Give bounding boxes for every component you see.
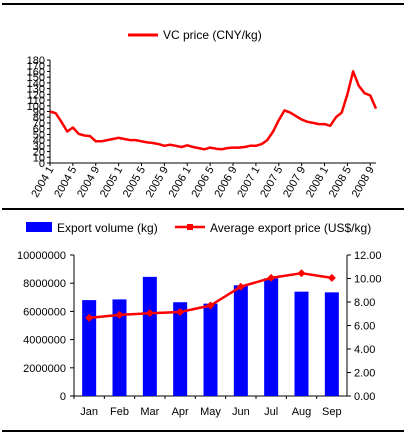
avg-price-point-jan [85,313,94,322]
y-tick-label: 80 [33,112,45,124]
right-y-tick-label: 2.00 [354,368,375,380]
left-y-tick-label: 10000000 [17,250,66,262]
legend-swatch-export-volume [26,222,52,232]
avg-price-point-may [206,301,215,310]
right-y-tick-label: 4.00 [354,344,375,356]
y-tick-label: 180 [27,55,45,67]
y-tick-label: 120 [27,89,45,101]
export-volume-bar-jan [82,300,97,396]
left-y-tick-label: 4000000 [23,335,66,347]
legend-marker-avg-price [187,224,193,230]
right-y-tick-label: 12.00 [354,250,382,262]
left-y-tick-label: 8000000 [23,278,66,290]
left-y-tick-label: 0 [60,391,66,403]
y-tick-label: 60 [33,124,45,136]
y-tick-label: 90 [33,107,45,119]
export-volume-bar-jun [233,285,248,396]
y-tick-label: 50 [33,129,45,141]
legend-label-vc-price: VC price (CNY/kg) [163,28,262,42]
export-volume-bar-mar [142,276,157,396]
middle-rule [2,208,404,210]
x-category-label: May [200,406,221,418]
vc-price-series-line [49,70,378,151]
x-category-label: Apr [172,406,189,418]
avg-price-point-mar [145,309,154,318]
x-category-label: Jun [232,406,250,418]
legend-label-export-volume: Export volume (kg) [57,221,158,235]
y-tick-label: 160 [27,66,45,78]
y-tick-label: 110 [27,95,45,107]
right-y-tick-label: 10.00 [354,274,382,286]
top-rule [2,3,404,5]
y-tick-label: 150 [27,72,45,84]
left-y-tick-label: 6000000 [23,306,66,318]
export-volume-bar-apr [173,302,188,396]
vc-price-line-chart: VC price (CNY/kg)01020304050607080901001… [27,28,378,200]
avg-price-point-apr [176,307,185,316]
avg-price-point-aug [297,269,306,278]
y-tick-label: 70 [33,118,45,130]
y-tick-label: 30 [33,141,45,153]
right-y-tick-label: 8.00 [354,297,375,309]
legend-label-avg-price: Average export price (US$/kg) [210,221,371,235]
y-tick-label: 100 [27,101,45,113]
x-category-label: Sep [322,406,342,418]
x-category-label: Jul [264,406,278,418]
y-tick-label: 130 [27,84,45,96]
export-volume-bar-may [203,303,218,396]
y-tick-label: 170 [27,61,45,73]
right-y-tick-label: 0.00 [354,391,375,403]
y-tick-label: 20 [33,147,45,159]
y-tick-label: 140 [27,78,45,90]
y-tick-label: 0 [39,158,45,170]
bottom-rule [2,430,404,432]
right-y-tick-label: 6.00 [354,321,375,333]
avg-price-point-jun [236,282,245,291]
avg-price-point-jul [267,273,276,282]
x-category-label: Feb [110,406,129,418]
avg-price-point-sep [327,273,336,282]
left-y-tick-label: 2000000 [23,363,66,375]
x-category-label: Mar [140,406,159,418]
y-tick-label: 40 [33,135,45,147]
export-volume-bar-sep [324,292,339,396]
export-volume-bar-feb [112,299,127,396]
y-tick-label: 10 [33,152,45,164]
avg-price-point-feb [115,310,124,319]
x-category-label: Jan [80,406,98,418]
x-category-label: Aug [292,406,312,418]
export-volume-bar-jul [264,278,279,396]
export-volume-bar-aug [294,291,309,396]
